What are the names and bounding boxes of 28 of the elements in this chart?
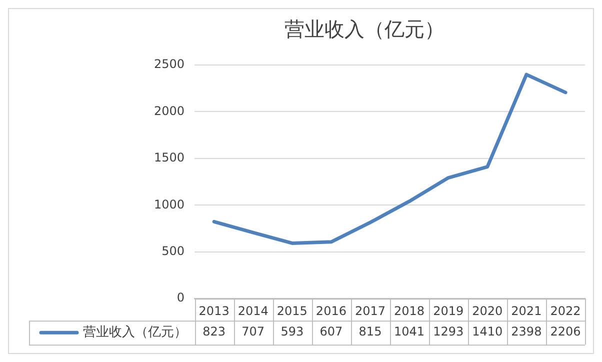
y-tick-label: 2500	[154, 57, 185, 72]
x-tick-label: 2014	[238, 304, 268, 318]
chart-title: 营业收入（亿元）	[284, 17, 444, 42]
legend-label: 营业收入（亿元）	[83, 324, 187, 340]
data-label: 2206	[550, 324, 581, 339]
data-label: 823	[202, 324, 226, 339]
data-label: 1293	[433, 324, 464, 339]
x-tick-label: 2022	[550, 304, 581, 318]
y-tick-label: 500	[162, 244, 185, 258]
x-tick-label: 2013	[198, 304, 230, 318]
x-tick-label: 2016	[316, 304, 346, 318]
data-label: 1041	[394, 324, 425, 339]
y-tick-label: 1000	[154, 197, 185, 212]
y-tick-label: 0	[176, 290, 185, 305]
data-label: 1410	[472, 324, 503, 339]
data-label: 607	[320, 324, 343, 339]
x-tick-label: 2017	[354, 304, 386, 318]
data-label: 593	[280, 324, 304, 339]
data-label: 707	[242, 324, 265, 339]
y-tick-label: 1500	[154, 150, 185, 165]
x-tick-label: 2020	[472, 304, 503, 318]
x-tick-label: 2019	[433, 304, 464, 318]
x-tick-label: 2021	[511, 304, 542, 318]
x-tick-label: 2015	[276, 304, 308, 318]
data-label: 2398	[511, 324, 542, 339]
y-tick-label: 2000	[154, 104, 185, 118]
x-tick-label: 2018	[394, 304, 425, 318]
data-label: 815	[358, 324, 382, 339]
